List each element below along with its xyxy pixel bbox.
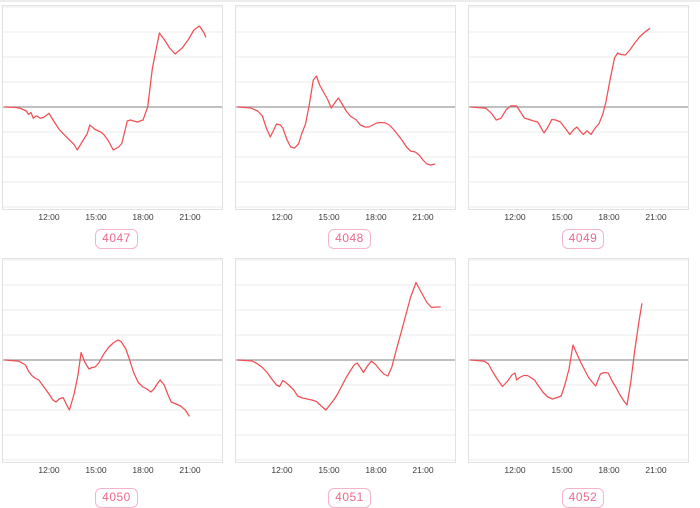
series-line xyxy=(4,339,190,417)
x-tick-label: 12:00 xyxy=(504,212,526,222)
line-chart-canvas xyxy=(469,6,688,208)
x-tick-label: 21:00 xyxy=(645,465,667,475)
chart-id-badge[interactable]: 4048 xyxy=(328,229,371,249)
x-tick-label: 21:00 xyxy=(412,465,434,475)
x-tick-label: 18:00 xyxy=(132,465,154,475)
chart-panel xyxy=(468,258,689,463)
badge-row: 4052 xyxy=(466,476,700,508)
x-tick-label: 15:00 xyxy=(551,212,573,222)
line-chart-canvas xyxy=(3,259,222,461)
x-axis-labels: 12:00 15:00 18:00 21:00 xyxy=(233,463,466,476)
chart-cell: 12:00 15:00 18:00 21:00 4052 xyxy=(466,253,700,508)
chart-id-badge[interactable]: 4049 xyxy=(561,229,605,249)
series-line xyxy=(237,281,441,411)
line-chart-canvas xyxy=(469,259,688,461)
x-tick-label: 15:00 xyxy=(318,212,340,222)
x-tick-label: 21:00 xyxy=(179,465,201,475)
x-tick-label: 15:00 xyxy=(318,465,340,475)
x-tick-label: 18:00 xyxy=(598,212,620,222)
x-tick-label: 18:00 xyxy=(365,465,387,475)
chart-cell: 12:00 15:00 18:00 21:00 4049 xyxy=(466,0,700,253)
chart-panel xyxy=(235,258,456,463)
chart-id-badge[interactable]: 4052 xyxy=(561,488,605,508)
x-tick-label: 15:00 xyxy=(85,465,107,475)
chart-cell: 12:00 15:00 18:00 21:00 4050 xyxy=(0,253,233,508)
x-tick-label: 21:00 xyxy=(412,212,434,222)
series-line xyxy=(4,25,207,151)
x-tick-label: 12:00 xyxy=(38,212,60,222)
chart-cell: 12:00 15:00 18:00 21:00 4047 xyxy=(0,0,233,253)
x-axis-labels: 12:00 15:00 18:00 21:00 xyxy=(0,463,233,476)
x-tick-label: 21:00 xyxy=(645,212,667,222)
chart-cell: 12:00 15:00 18:00 21:00 4051 xyxy=(233,253,466,508)
chart-panel xyxy=(468,5,689,210)
x-tick-label: 18:00 xyxy=(365,212,387,222)
line-chart-canvas xyxy=(236,259,455,461)
x-tick-label: 18:00 xyxy=(132,212,154,222)
x-axis-labels: 12:00 15:00 18:00 21:00 xyxy=(466,463,700,476)
x-tick-label: 18:00 xyxy=(598,465,620,475)
line-chart-canvas xyxy=(236,6,455,208)
chart-id-badge[interactable]: 4051 xyxy=(328,488,371,508)
x-tick-label: 12:00 xyxy=(504,465,526,475)
chart-panel xyxy=(2,258,223,463)
badge-row: 4048 xyxy=(233,223,466,249)
chart-id-badge[interactable]: 4047 xyxy=(95,229,138,249)
x-axis-labels: 12:00 15:00 18:00 21:00 xyxy=(466,210,700,223)
chart-panel xyxy=(2,5,223,210)
badge-row: 4050 xyxy=(0,476,233,508)
x-axis-labels: 12:00 15:00 18:00 21:00 xyxy=(0,210,233,223)
line-chart-canvas xyxy=(3,6,222,208)
series-line xyxy=(470,27,651,136)
badge-row: 4049 xyxy=(466,223,700,249)
badge-row: 4047 xyxy=(0,223,233,249)
x-tick-label: 21:00 xyxy=(179,212,201,222)
clipped-content-strip xyxy=(0,0,700,2)
x-tick-label: 15:00 xyxy=(85,212,107,222)
x-tick-label: 12:00 xyxy=(38,465,60,475)
series-line xyxy=(237,75,436,166)
x-tick-label: 15:00 xyxy=(551,465,573,475)
chart-panel xyxy=(235,5,456,210)
chart-cell: 12:00 15:00 18:00 21:00 4048 xyxy=(233,0,466,253)
badge-row: 4051 xyxy=(233,476,466,508)
x-tick-label: 12:00 xyxy=(271,465,293,475)
x-tick-label: 12:00 xyxy=(271,212,293,222)
chart-id-badge[interactable]: 4050 xyxy=(95,488,138,508)
series-line xyxy=(470,303,643,406)
x-axis-labels: 12:00 15:00 18:00 21:00 xyxy=(233,210,466,223)
